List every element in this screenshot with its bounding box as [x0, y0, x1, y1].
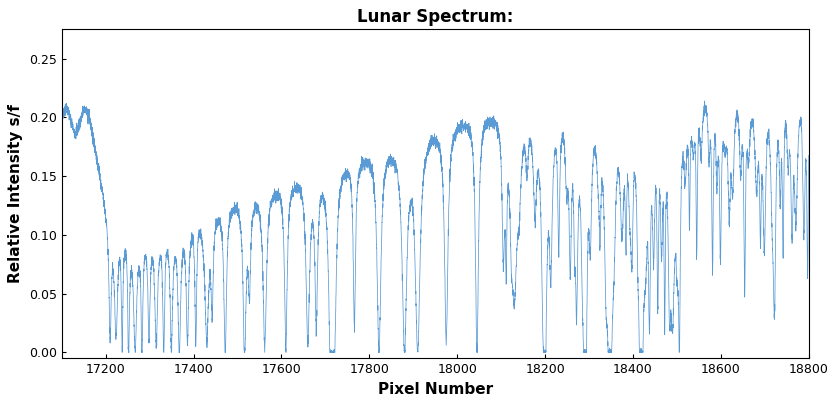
Title: Lunar Spectrum:: Lunar Spectrum: — [357, 9, 512, 26]
Y-axis label: Relative Intensity s/f: Relative Intensity s/f — [8, 104, 23, 283]
X-axis label: Pixel Number: Pixel Number — [377, 382, 492, 396]
